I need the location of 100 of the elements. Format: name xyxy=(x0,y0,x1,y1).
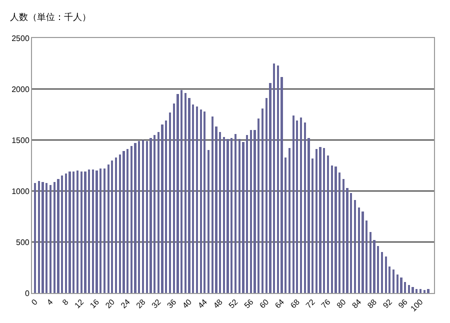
bar xyxy=(200,109,202,293)
bar xyxy=(142,140,144,293)
bar xyxy=(400,278,402,293)
bar xyxy=(238,138,240,293)
x-tick-label: 56 xyxy=(242,297,256,310)
x-tick-label: 36 xyxy=(165,297,178,310)
bar xyxy=(380,252,384,293)
x-tick-label: 96 xyxy=(396,297,410,310)
bar xyxy=(34,182,36,293)
bar xyxy=(334,166,337,293)
x-tick-label: 60 xyxy=(258,297,271,310)
bar xyxy=(53,182,56,293)
bar xyxy=(354,200,356,293)
bar xyxy=(118,154,121,293)
bar xyxy=(64,174,67,293)
x-tick-label: 72 xyxy=(304,297,318,310)
x-tick-label: 12 xyxy=(72,297,86,310)
bar xyxy=(207,150,210,293)
bar xyxy=(107,164,110,293)
bar xyxy=(416,288,418,293)
x-tick-label: 84 xyxy=(350,297,364,310)
bar xyxy=(250,130,252,293)
y-tick-label: 1500 xyxy=(12,136,30,145)
bar xyxy=(396,274,398,293)
bar xyxy=(319,147,322,293)
x-tick-label: 88 xyxy=(366,297,379,310)
x-tick-label: 68 xyxy=(288,297,302,310)
bar xyxy=(38,180,40,293)
bar xyxy=(272,64,276,293)
y-axis-title: 人数（単位：千人） xyxy=(10,12,91,22)
bar xyxy=(362,211,364,293)
bar xyxy=(358,207,360,293)
x-tick-label: 16 xyxy=(88,297,102,310)
bar xyxy=(408,284,410,293)
x-tick-label: 24 xyxy=(119,297,132,310)
bar xyxy=(42,182,44,293)
y-tick-label: 2500 xyxy=(12,34,30,43)
bar xyxy=(288,148,291,293)
bar xyxy=(211,116,214,293)
bar xyxy=(46,182,48,293)
bar xyxy=(130,146,132,293)
bar xyxy=(292,116,294,293)
bar xyxy=(234,134,237,293)
bar xyxy=(261,108,264,293)
bar xyxy=(161,124,164,293)
y-tick-label: 0 xyxy=(24,288,30,298)
bar xyxy=(57,178,60,293)
x-tick-label: 0 xyxy=(30,297,40,307)
bar xyxy=(114,157,118,293)
bar xyxy=(427,288,430,293)
bar xyxy=(419,288,422,293)
y-tick-label: 500 xyxy=(16,238,30,247)
x-tick-label: 92 xyxy=(381,297,394,310)
bar xyxy=(384,256,387,293)
bar xyxy=(412,286,414,293)
bar xyxy=(68,172,71,293)
bar xyxy=(49,184,52,293)
x-tick-label: 20 xyxy=(104,297,117,310)
bar xyxy=(176,94,179,293)
bar xyxy=(323,148,326,293)
bar xyxy=(126,149,129,293)
bar xyxy=(258,118,260,293)
bar xyxy=(404,282,406,293)
x-tick-label: 4 xyxy=(45,297,56,307)
bar xyxy=(150,138,152,293)
bar xyxy=(369,232,372,293)
bar xyxy=(96,170,98,293)
bar xyxy=(111,160,114,293)
x-tick-label: 64 xyxy=(273,297,286,310)
y-tick-label: 1000 xyxy=(12,186,30,196)
bar xyxy=(342,178,344,293)
bar xyxy=(330,166,333,293)
bar xyxy=(88,170,90,293)
bar xyxy=(84,172,86,293)
bar xyxy=(168,112,172,293)
bar xyxy=(246,134,248,293)
bar xyxy=(204,111,206,293)
bar xyxy=(76,170,79,293)
bar xyxy=(122,151,125,293)
bar xyxy=(222,136,225,293)
x-tick-label: 76 xyxy=(320,297,333,310)
bar xyxy=(304,122,306,293)
bar xyxy=(146,141,148,293)
bar xyxy=(154,134,156,293)
bar xyxy=(134,143,136,293)
bar xyxy=(184,93,186,293)
bar xyxy=(300,118,302,293)
x-tick-label: 40 xyxy=(180,297,194,310)
x-tick-label: 48 xyxy=(212,297,225,310)
bar xyxy=(72,172,75,293)
x-tick-label: 80 xyxy=(335,297,348,310)
bar xyxy=(165,120,168,293)
x-tick-label: 52 xyxy=(227,297,240,310)
bar xyxy=(392,270,395,293)
bar xyxy=(326,155,330,293)
bar xyxy=(230,138,233,293)
bar xyxy=(61,176,64,293)
bar xyxy=(138,141,140,293)
x-tick-label: 28 xyxy=(134,297,148,310)
bar xyxy=(423,290,426,293)
